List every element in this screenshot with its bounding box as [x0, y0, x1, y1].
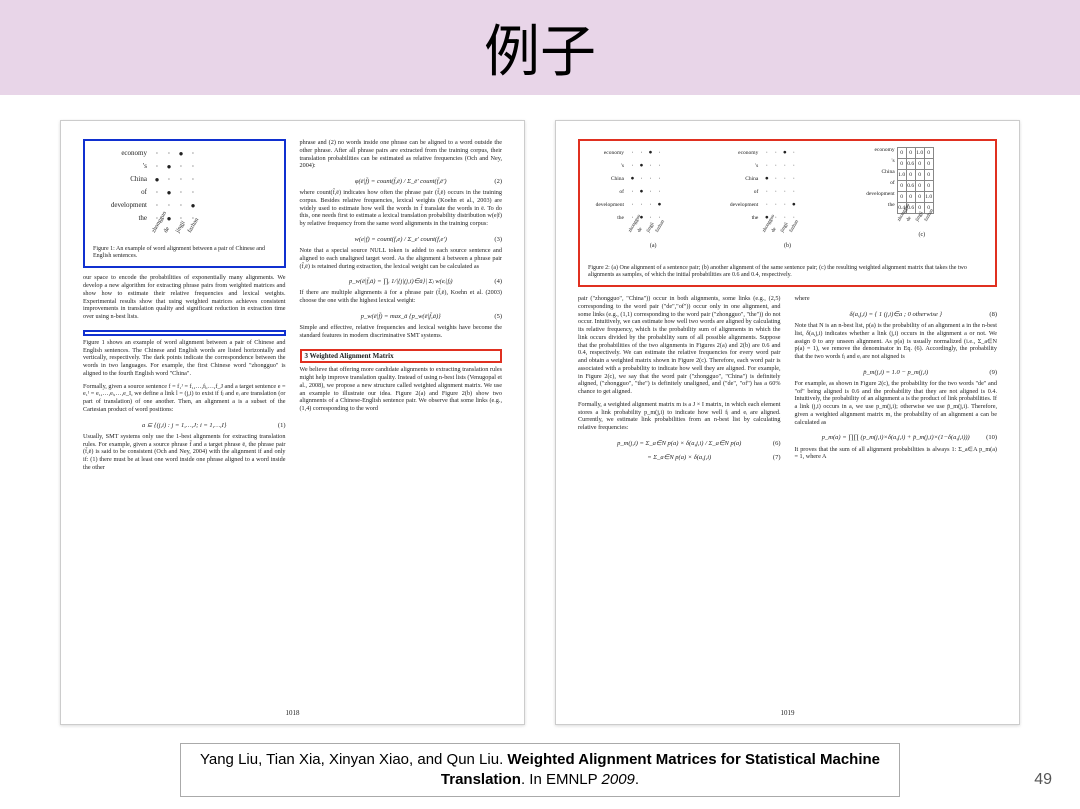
title-bar: 例子 [0, 0, 1080, 95]
figure1-diagram: economy··●· 's·●·· China●··· of·●·· deve… [93, 147, 276, 232]
eq6: p_m(j,i) = Σ_a∈N p(a) × δ(a,j,i) / Σ_a∈N… [578, 440, 781, 448]
section3-heading: 3 Weighted Alignment Matrix [300, 349, 503, 364]
eq8: δ(a,j,i) = { 1 (j,i)∈a ; 0 otherwise }(8… [795, 311, 998, 319]
slide-number: 49 [1034, 771, 1052, 789]
paper-page-right: economy··●· 's·●·· China●··· of·●·· deve… [555, 120, 1020, 725]
eq7: = Σ_a∈N p(a) × δ(a,j,i)(7) [578, 454, 781, 462]
section2-heading [83, 330, 286, 336]
eq9: p̄_m(j,i) = 1.0 − p_m(j,i)(9) [795, 369, 998, 377]
citation-authors: Yang Liu, Tian Xia, Xinyan Xiao, and Qun… [200, 751, 503, 768]
panel-c-matrix: 001.00 00.600 1.0000 00.600 0001.0 0.40.… [897, 147, 934, 214]
eq2: φ(ē|f̄) = count(f̄,ē) / Σ_ē' count(f̄,ē'… [300, 178, 503, 186]
left-col2: phrase and (2) no words inside one phras… [300, 139, 503, 712]
figure1-box: economy··●· 's·●·· China●··· of·●·· deve… [83, 139, 286, 268]
page-number-right: 1019 [781, 709, 795, 718]
figure2-diagram: economy··●· 's·●·· China●··· of·●·· deve… [588, 147, 987, 251]
abstract-tail: our space to encode the probabilities of… [83, 274, 286, 321]
left-col1: economy··●· 's·●·· China●··· of·●·· deve… [83, 139, 286, 712]
figure2-caption: Figure 2: (a) One alignment of a sentenc… [588, 265, 987, 279]
paper-page-left: economy··●· 's·●·· China●··· of·●·· deve… [60, 120, 525, 725]
right-col1: pair ("zhongguo", "China")) occur in bot… [578, 295, 781, 466]
eq5: p_w(ē|f̄) = max_ā {p_w(ē|f̄,ā)}(5) [300, 313, 503, 321]
eq1: a ⊆ {(j,i) : j = 1,…,J; i = 1,…,I}(1) [83, 422, 286, 430]
pages-area: economy··●· 's·●·· China●··· of·●·· deve… [0, 95, 1080, 735]
citation-title: Weighted Alignment Matrices for Statisti… [441, 751, 880, 788]
figure2-box: economy··●· 's·●·· China●··· of·●·· deve… [578, 139, 997, 287]
citation-box: Yang Liu, Tian Xia, Xinyan Xiao, and Qun… [180, 743, 900, 798]
eq4: p_w(ē|f̄,ā) = ∏ᵢ 1/|{j|(j,i)∈ā}| Σⱼ w(eᵢ… [300, 278, 503, 286]
slide-title: 例子 [484, 7, 596, 88]
page-number-left: 1018 [286, 709, 300, 718]
right-col2: where δ(a,j,i) = { 1 (j,i)∈a ; 0 otherwi… [795, 295, 998, 466]
eq3: w(e|f) = count(f,e) / Σ_e' count(f,e')(3… [300, 236, 503, 244]
eq10: p_m(a) = ∏∏ (p_m(j,i)×δ(a,j,i) + p̄_m(j,… [795, 434, 998, 442]
figure1-caption: Figure 1: An example of word alignment b… [93, 246, 276, 260]
